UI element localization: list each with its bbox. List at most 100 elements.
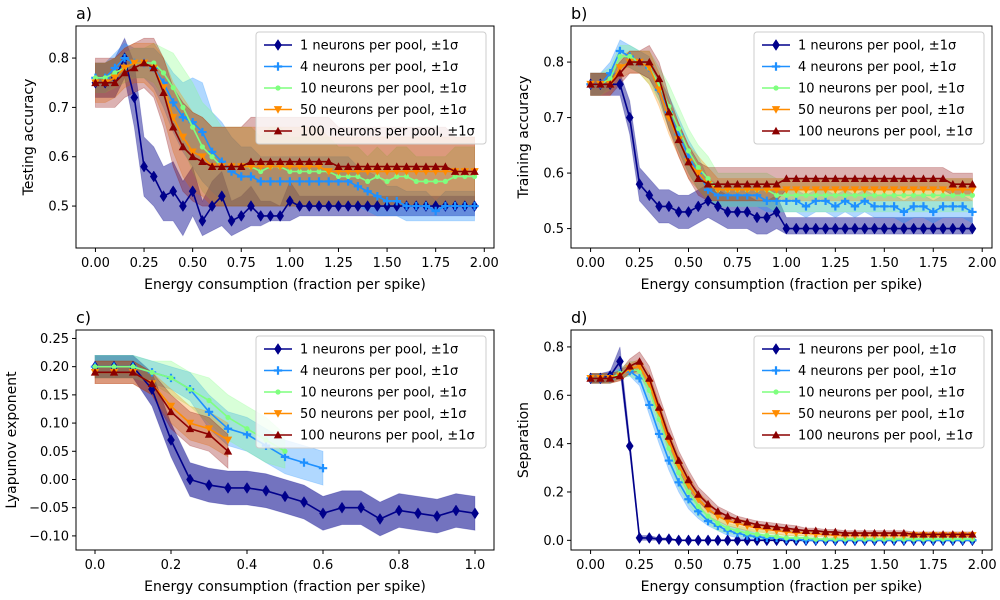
x-tick-label: 1.25 [821,256,850,271]
data-point [423,178,429,184]
legend-label: 10 neurons per pool, ±1σ [798,386,964,401]
legend-marker-4 [273,126,283,135]
series-line-2 [590,367,973,540]
legend-label: 10 neurons per pool, ±1σ [300,386,466,401]
data-point [733,186,742,194]
data-point [450,167,460,175]
legend-item: 10 neurons per pool, ±1σ [264,82,466,97]
data-point [319,507,327,520]
data-point [90,368,100,376]
data-point [314,177,324,186]
data-point [743,206,752,218]
data-point [694,495,703,504]
data-point [929,530,938,538]
data-point [733,179,742,188]
data-point [402,162,411,170]
series-line-1 [95,57,475,212]
data-point [960,192,966,198]
data-point [676,470,682,476]
data-point [841,222,850,235]
data-point [471,507,479,520]
x-tick-label: 1.50 [870,558,899,573]
legend-item: 100 neurons per pool, ±1σ [264,125,475,140]
series-markers-0 [91,360,479,525]
data-point [645,531,654,544]
y-tick-label: −0.10 [29,529,69,544]
data-point [305,177,314,186]
legend-label: 4 neurons per pool, ±1σ [798,60,956,75]
data-point [299,458,309,467]
data-point [412,168,421,176]
data-point [280,452,290,462]
data-point [899,528,909,537]
y-tick-label: 0.7 [543,111,564,126]
data-point [870,174,879,182]
x-tick-label: 0.00 [576,256,605,271]
data-point [762,196,772,206]
data-point [900,222,908,235]
data-point [840,196,850,206]
data-point [615,64,625,72]
data-point [305,200,314,212]
x-axis-label: Energy consumption (fraction per spike) [144,277,426,293]
data-point [811,186,820,194]
data-point [392,200,401,212]
series-line-3 [590,61,973,191]
data-point [246,157,256,166]
data-point [911,192,917,198]
x-tick-label: 2.00 [968,558,997,573]
data-point [149,170,158,183]
plot-area [586,39,977,235]
x-tick-label: 1.25 [324,256,353,271]
data-point [190,124,196,130]
data-point [852,192,858,198]
data-point [889,528,899,537]
data-point [782,196,791,206]
data-point [402,201,411,211]
legend-item: 50 neurons per pool, ±1σ [762,407,964,422]
data-point [840,174,850,182]
data-point [968,186,977,194]
data-point [110,78,120,87]
legend-item: 4 neurons per pool, ±1σ [762,60,956,75]
data-point [753,211,761,224]
data-point [723,186,732,194]
series-line-3 [95,62,475,173]
data-point [870,186,879,194]
data-point [204,407,214,416]
data-point [227,214,236,227]
data-point [178,142,188,151]
x-tick-label: 1.00 [772,558,801,573]
y-tick-label: 0.8 [48,52,69,67]
legend-marker-4 [771,126,781,135]
legend-marker-0 [274,343,282,355]
x-tick-label: 0.4 [237,558,258,573]
data-point [625,362,634,370]
data-point [919,202,928,211]
data-point [256,163,265,171]
data-point [743,179,752,188]
legend-label: 1 neurons per pool, ±1σ [300,343,458,358]
data-point [793,192,799,198]
data-point [666,445,672,452]
data-point [149,63,158,72]
data-point [645,57,654,66]
data-point [762,211,771,224]
data-point [421,201,431,211]
legend-item: 10 neurons per pool, ±1σ [762,82,964,97]
data-point [92,364,98,370]
data-point [705,513,711,519]
legend-marker-3 [273,410,283,418]
data-point [694,534,703,547]
data-point [762,179,772,188]
data-point [850,174,860,182]
data-point [801,186,811,194]
data-point [950,192,956,198]
data-point [285,195,294,208]
series-markers-0 [586,78,977,235]
data-point [295,163,304,171]
data-point [395,504,403,517]
data-point [938,174,948,182]
data-point [204,430,214,438]
legend-marker-3 [771,106,781,114]
